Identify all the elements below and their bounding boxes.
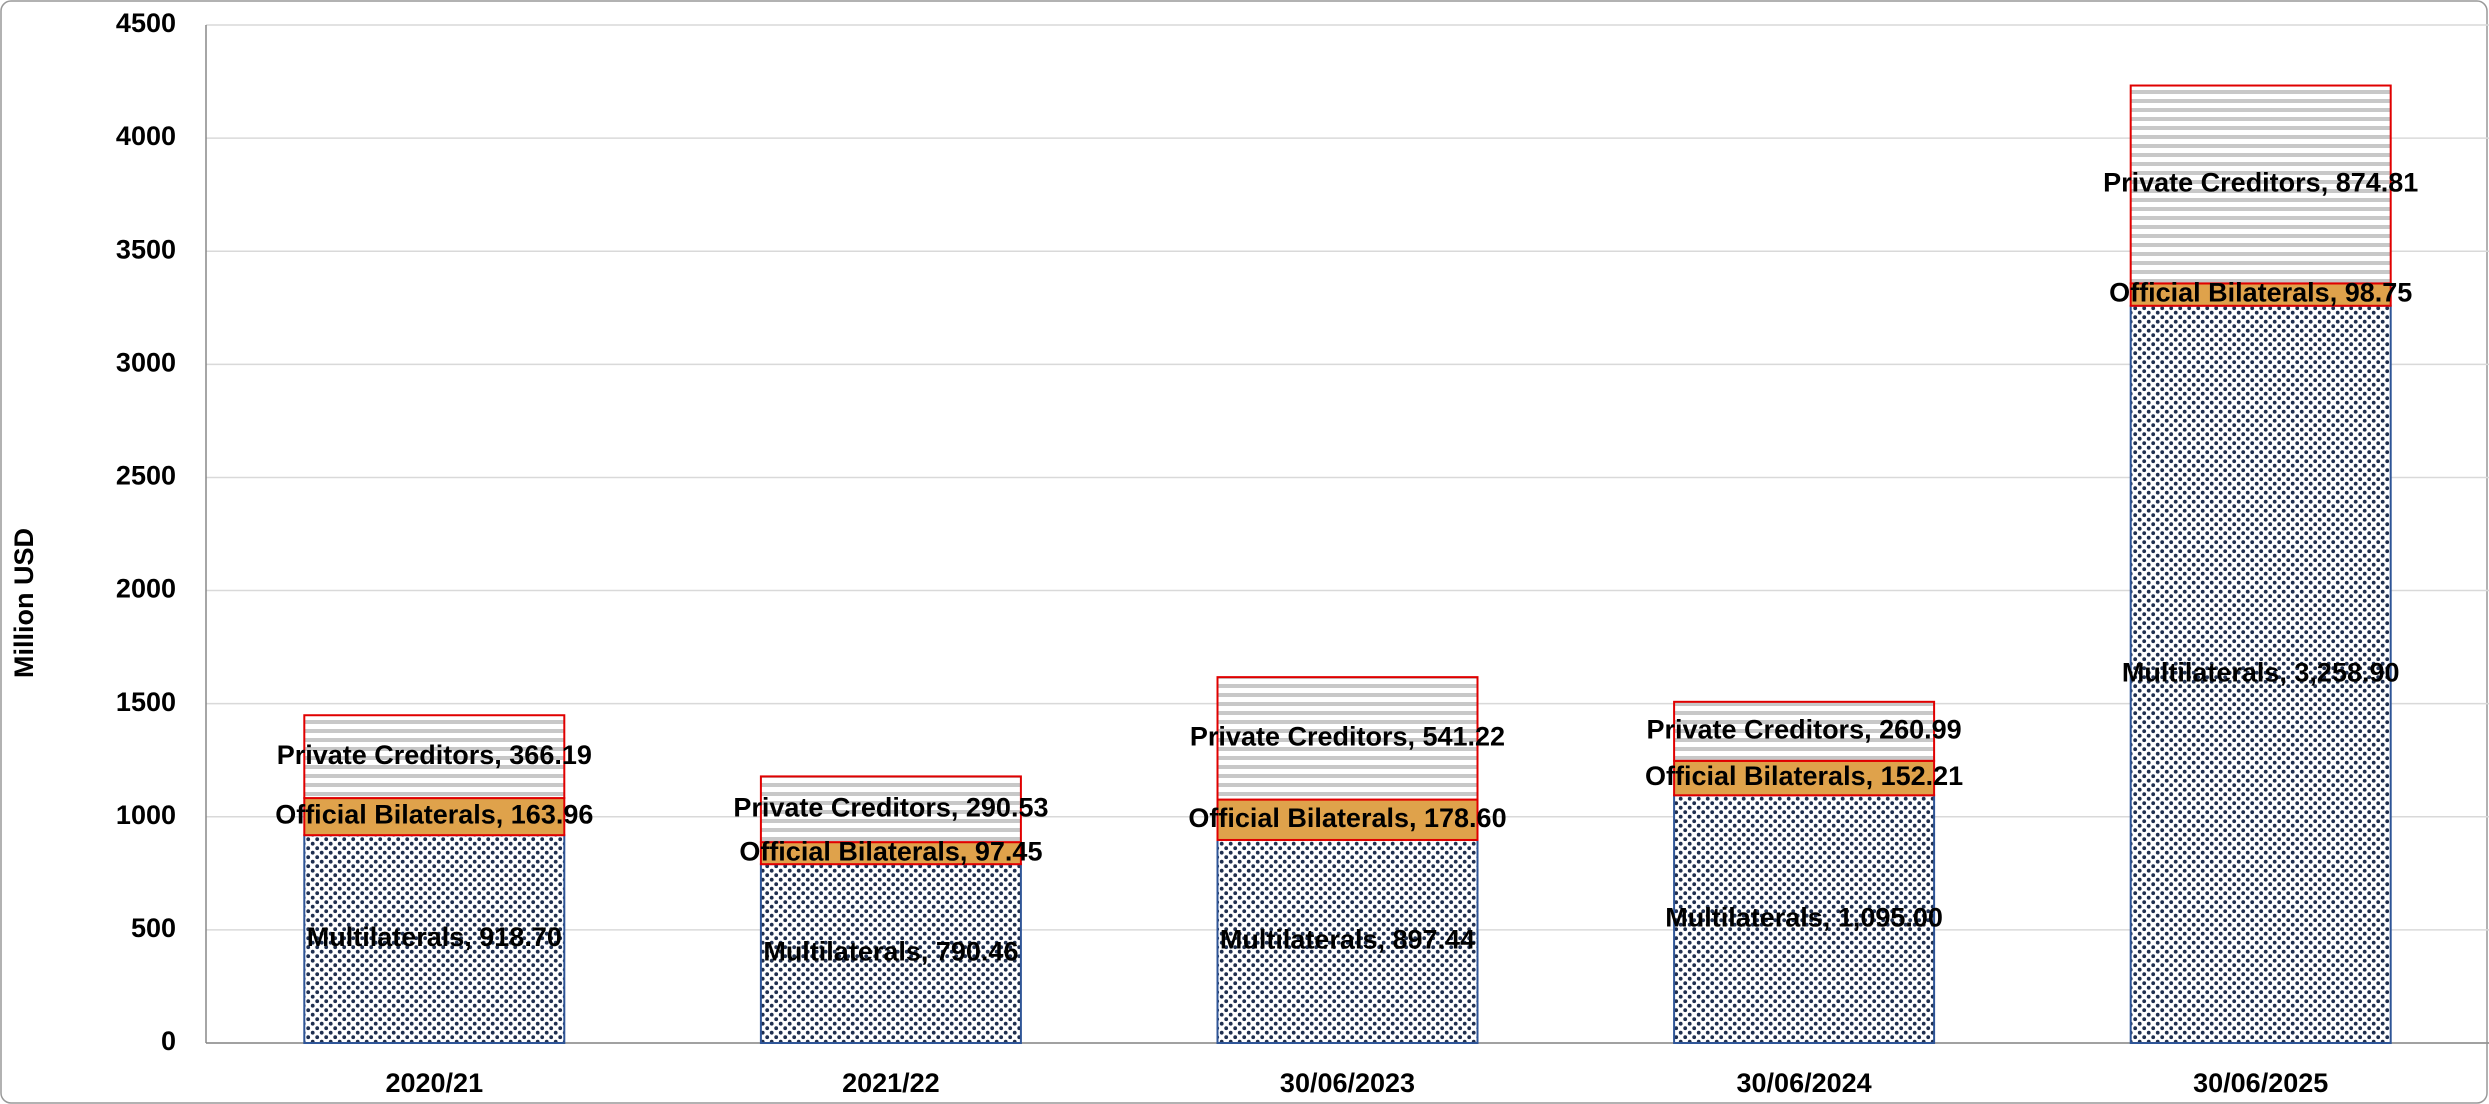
y-tick-label: 4000: [116, 121, 176, 151]
data-label: Official Bilaterals, 152.21: [1645, 761, 1963, 791]
bar-segment: [1673, 794, 1936, 1045]
bar-segment: [303, 834, 566, 1044]
data-label: Private Creditors, 366.19: [277, 740, 592, 770]
y-tick-label: 1000: [116, 800, 176, 830]
y-tick-label: 2500: [116, 461, 176, 491]
bar-segment: [1216, 676, 1479, 801]
bar-segment: [1673, 700, 1936, 762]
data-label: Private Creditors, 260.99: [1647, 714, 1962, 744]
data-label: Private Creditors, 541.22: [1190, 721, 1505, 751]
bar-segment: [303, 714, 566, 800]
x-tick-label: 30/06/2025: [2193, 1068, 2328, 1098]
bar-segment: [759, 775, 1022, 844]
data-label: Official Bilaterals, 163.96: [275, 800, 593, 830]
x-tick-label: 30/06/2023: [1280, 1068, 1415, 1098]
bar-segment: [1673, 759, 1936, 797]
data-label: Private Creditors, 874.81: [2103, 168, 2418, 198]
y-tick-label: 3500: [116, 234, 176, 264]
x-tick-label: 30/06/2024: [1737, 1068, 1872, 1098]
y-axis-label: Million USD: [9, 528, 39, 678]
data-label: Official Bilaterals, 178.60: [1188, 803, 1506, 833]
bar-segment: [2129, 304, 2392, 1044]
x-tick-label: 2020/21: [385, 1068, 483, 1098]
data-label: Multilaterals, 918.70: [307, 922, 562, 952]
data-label: Private Creditors, 290.53: [733, 792, 1048, 822]
bar-segment: [1216, 798, 1479, 841]
data-label: Multilaterals, 1,095.00: [1665, 902, 1943, 932]
y-tick-label: 2000: [116, 574, 176, 604]
y-tick-label: 4500: [116, 8, 176, 38]
y-tick-label: 500: [131, 913, 176, 943]
x-tick-label: 2021/22: [842, 1068, 940, 1098]
data-label: Official Bilaterals, 97.45: [739, 836, 1042, 866]
data-label: Multilaterals, 790.46: [763, 937, 1018, 967]
data-label: Multilaterals, 897.44: [1220, 925, 1475, 955]
bar-segment: [2129, 84, 2392, 285]
y-tick-label: 1500: [116, 687, 176, 717]
data-label: Multilaterals, 3,258.90: [2122, 658, 2400, 688]
bar-segment: [1216, 838, 1479, 1044]
bar-segment: [759, 863, 1022, 1044]
y-tick-label: 0: [161, 1026, 176, 1056]
data-label: Official Bilaterals, 98.75: [2109, 278, 2412, 308]
y-tick-label: 3000: [116, 347, 176, 377]
